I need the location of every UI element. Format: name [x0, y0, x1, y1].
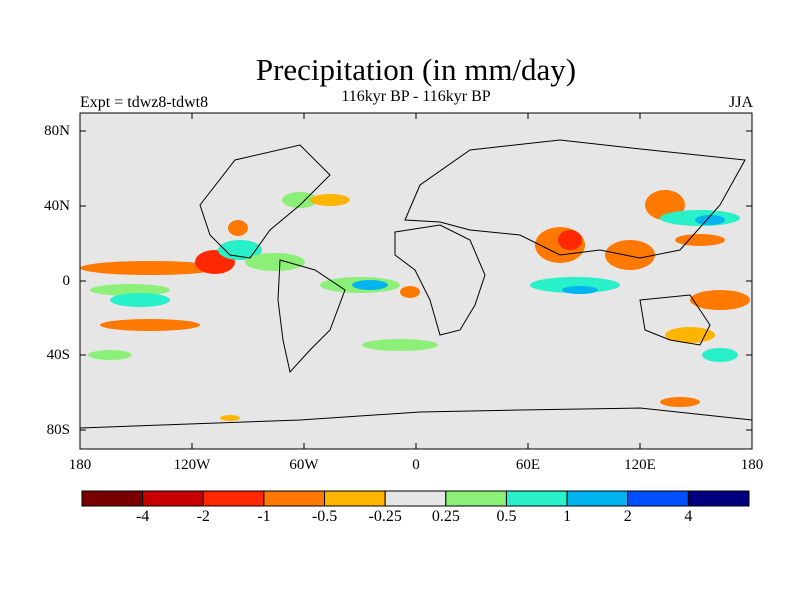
field-patch	[310, 194, 350, 206]
y-tick-label: 80N	[44, 123, 70, 139]
colorbar-label: -2	[196, 508, 210, 525]
season-label: JJA	[728, 94, 753, 111]
x-tick-label: 60W	[289, 457, 319, 473]
y-tick-label: 40N	[44, 198, 70, 214]
y-tick-label: 40S	[46, 347, 70, 363]
colorbar-swatch	[505, 490, 568, 507]
colorbar-swatch	[263, 490, 326, 507]
colorbar-swatch	[202, 490, 265, 507]
colorbar-label: -0.5	[311, 508, 338, 525]
field-patch	[400, 286, 420, 298]
y-tick-label: 0	[62, 273, 71, 289]
colorbar-swatch	[142, 490, 204, 507]
field-patch	[100, 319, 200, 331]
x-tick-label: 180	[740, 457, 764, 473]
field-patch	[702, 348, 738, 362]
coastlines	[79, 139, 753, 429]
colorbar-swatch	[81, 490, 144, 507]
colorbar-swatch	[566, 490, 629, 507]
colorbar-swatch	[627, 490, 689, 507]
field-patch	[110, 293, 170, 307]
coast-south-america	[277, 259, 346, 374]
colorbar-label: 0.25	[431, 508, 460, 525]
colorbar-label: -1	[257, 508, 271, 525]
x-tick-label: 180	[68, 457, 92, 473]
chart-title: Precipitation (in mm/day)	[255, 52, 577, 87]
field-patch	[88, 350, 132, 360]
colorbar-swatch	[687, 490, 750, 507]
colorbar-label: 4	[684, 508, 693, 525]
colorbar-label: 2	[623, 508, 632, 525]
tick-marks	[79, 113, 753, 449]
field-patch	[362, 339, 438, 351]
colorbar-swatch	[384, 490, 447, 507]
experiment-label: Expt = tdwz8-tdwt8	[80, 94, 209, 111]
y-tick-label: 80S	[46, 422, 70, 438]
field-patch	[245, 253, 305, 271]
colorbar-label: -0.25	[368, 508, 402, 525]
colorbar-label: -4	[135, 508, 150, 525]
field-patch	[80, 261, 220, 275]
field-patch	[675, 234, 725, 246]
coast-australia	[639, 294, 711, 346]
coast-north-america	[199, 144, 331, 259]
field-patch	[695, 215, 725, 225]
coast-eurasia	[404, 139, 746, 259]
field-patch	[660, 397, 700, 407]
coast-africa	[394, 224, 486, 336]
field-patch	[352, 280, 388, 290]
coast-antarctica	[79, 407, 753, 429]
chart-subtitle: 116kyr BP - 116kyr BP	[341, 88, 491, 105]
x-tick-label: 0	[412, 457, 420, 473]
colorbar	[81, 490, 750, 507]
field-patch	[558, 230, 582, 250]
precipitation-anomaly-fields	[80, 190, 750, 421]
field-patch	[562, 286, 598, 294]
field-patch	[605, 240, 655, 270]
colorbar-swatch	[324, 490, 386, 507]
x-tick-label: 120W	[173, 457, 211, 473]
field-patch	[90, 284, 170, 296]
colorbar-label: 0.5	[496, 508, 517, 525]
field-patch	[218, 240, 262, 260]
colorbar-swatch	[445, 490, 507, 507]
colorbar-label: 1	[563, 508, 572, 525]
map-background	[80, 113, 752, 449]
x-tick-label: 120E	[624, 457, 656, 473]
field-patch	[220, 415, 240, 421]
field-patch	[228, 220, 248, 236]
field-patch	[530, 277, 620, 293]
field-patch	[690, 290, 750, 310]
x-tick-label: 60E	[515, 457, 541, 473]
